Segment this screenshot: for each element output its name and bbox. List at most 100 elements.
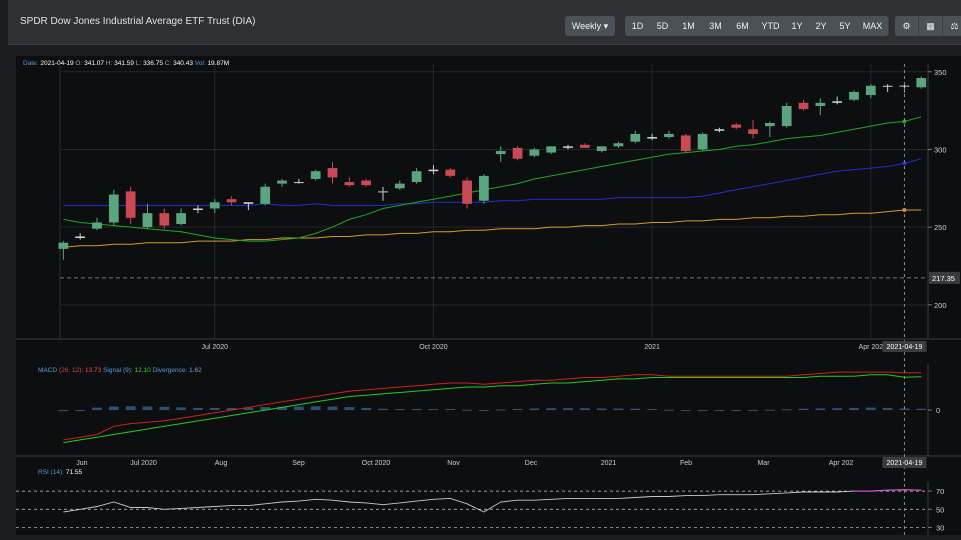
candle: [378, 186, 388, 201]
price-tick-label: 200: [934, 301, 947, 310]
candle-body: [479, 175, 489, 201]
candle-body: [125, 191, 136, 218]
macd-time-tick-label: Jul 2020: [130, 460, 157, 467]
macd-pane: [58, 371, 927, 444]
range-button-1y[interactable]: 1Y: [785, 16, 810, 36]
candle: [714, 127, 725, 133]
candle: [159, 208, 170, 229]
macd-name: MACD: [38, 367, 57, 374]
candle: [815, 98, 826, 116]
divergence-label: Divergence:: [153, 367, 188, 374]
moving-average-mid: [63, 158, 922, 206]
macd-histogram-bar: [529, 408, 540, 411]
candle: [731, 123, 742, 130]
candle-body: [445, 169, 456, 176]
crosshair-marker: [902, 161, 907, 166]
rsi-pane: [16, 489, 928, 528]
crosshair-date-tag: 2021-04-19: [887, 344, 923, 351]
candle: [849, 90, 859, 102]
range-button-max[interactable]: MAX: [857, 16, 889, 36]
candle: [92, 217, 102, 231]
scale-icon[interactable]: ⚖: [943, 16, 961, 36]
macd-histogram-bar: [882, 407, 893, 411]
macd-histogram-bar: [563, 408, 573, 411]
candle: [781, 102, 792, 128]
chart-title: SPDR Dow Jones Industrial Average ETF Tr…: [20, 16, 256, 27]
macd-legend: MACD (26, 12): 13.73 Signal (9): 12.10 D…: [38, 367, 202, 374]
high-label: H:: [106, 60, 113, 67]
signal-params: (9):: [123, 367, 133, 374]
candle-body: [579, 144, 590, 148]
macd-time-tick-label: 2021: [601, 460, 617, 467]
macd-histogram-bar: [108, 406, 119, 411]
candle: [310, 169, 321, 181]
candle-body: [781, 105, 792, 127]
signal-value: 12.10: [135, 367, 152, 374]
chart-panel[interactable]: Date: 2021-04-19 O: 341.07 H: 341.59 L: …: [16, 56, 961, 535]
range-button-6m[interactable]: 6M: [729, 16, 757, 36]
range-button-1m[interactable]: 1M: [675, 16, 703, 36]
range-button-2y[interactable]: 2Y: [809, 16, 834, 36]
range-button-ytd[interactable]: YTD: [756, 16, 786, 36]
time-tick-label: Jul 2020: [202, 344, 229, 351]
low-label: L:: [136, 60, 142, 67]
macd-histogram-bar: [209, 407, 220, 411]
candle: [479, 174, 489, 204]
candle-body: [226, 199, 237, 203]
divergence-value: 1.62: [189, 367, 202, 374]
candle-body: [260, 186, 271, 204]
rsi-value: 71.55: [66, 469, 83, 476]
candle: [579, 143, 590, 148]
rsi-overbought-segment: [854, 489, 922, 492]
price-pane: [58, 76, 928, 279]
macd-params: (26, 12):: [59, 367, 83, 374]
range-button-5y[interactable]: 5Y: [833, 16, 858, 36]
candle-body: [378, 191, 388, 193]
macd-histogram-bar: [781, 409, 792, 411]
macd-time-tick-label: Aug: [215, 460, 228, 467]
macd-histogram-bar: [411, 408, 422, 411]
macd-histogram-bar: [344, 407, 355, 411]
candle: [142, 203, 153, 229]
candle-body: [748, 129, 758, 134]
candle: [411, 168, 422, 184]
close-label: C:: [165, 60, 172, 67]
macd-histogram-bar: [832, 408, 843, 411]
candle: [613, 141, 624, 148]
period-select[interactable]: Weekly ▾: [565, 16, 615, 36]
candle-body: [832, 101, 843, 103]
macd-histogram-bar: [899, 408, 910, 411]
candle: [764, 121, 775, 138]
macd-histogram-bar: [495, 409, 506, 411]
candle: [832, 96, 843, 105]
candle-body: [75, 236, 86, 239]
date-value: 2021-04-19: [40, 60, 74, 67]
macd-time-tick-label: Nov: [447, 460, 460, 467]
macd-histogram-bar: [226, 407, 237, 411]
range-button-3m[interactable]: 3M: [702, 16, 730, 36]
macd-histogram-bar: [680, 410, 691, 412]
open-label: O:: [75, 60, 82, 67]
last-price-tag-bg: [929, 271, 960, 284]
candle-body: [411, 171, 422, 183]
macd-histogram-bar: [764, 409, 775, 411]
settings-icon[interactable]: ⚙: [895, 16, 919, 36]
macd-histogram-bar: [512, 408, 523, 411]
candle: [176, 208, 186, 226]
candle: [512, 146, 523, 161]
range-button-1d[interactable]: 1D: [625, 16, 651, 36]
time-tick-label: 2021: [644, 344, 660, 351]
candle-body: [613, 143, 624, 147]
macd-time-tick-label: Jun: [76, 460, 87, 467]
candle: [697, 132, 708, 152]
candle-body: [327, 168, 338, 178]
range-button-5d[interactable]: 5D: [650, 16, 676, 36]
open-value: 341.07: [84, 60, 104, 67]
candle-body: [108, 194, 119, 223]
macd-histogram-bar: [75, 410, 86, 412]
calculator-icon[interactable]: ▦: [919, 16, 943, 36]
candle-body: [546, 146, 557, 153]
chart-svg[interactable]: Date: 2021-04-19 O: 341.07 H: 341.59 L: …: [16, 56, 961, 535]
candle-body: [243, 202, 254, 204]
